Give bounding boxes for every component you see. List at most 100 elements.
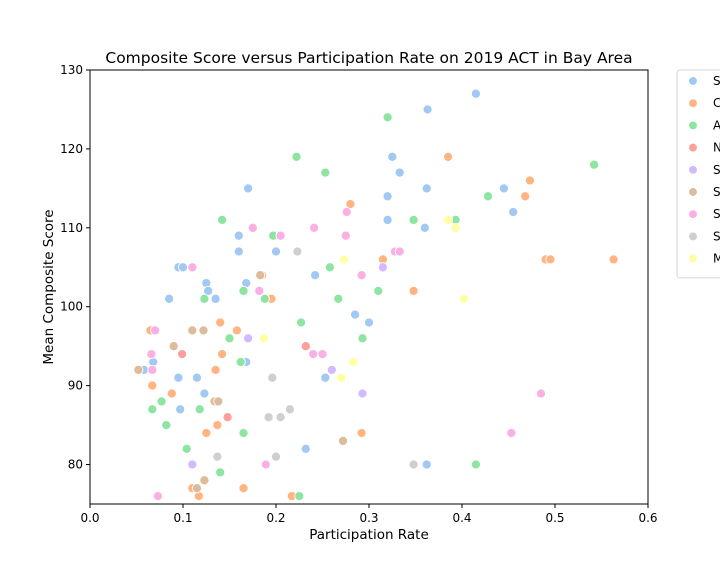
y-tick-label: 80 bbox=[68, 458, 83, 472]
legend-marker bbox=[688, 209, 698, 220]
data-point bbox=[294, 491, 305, 502]
legend-marker bbox=[688, 231, 698, 242]
data-point bbox=[181, 443, 192, 454]
data-point bbox=[338, 254, 349, 265]
legend-marker bbox=[688, 142, 698, 153]
data-point bbox=[217, 349, 228, 360]
legend-marker bbox=[688, 120, 698, 131]
data-point bbox=[175, 404, 186, 415]
legend-label: S bbox=[713, 163, 720, 177]
data-point bbox=[357, 388, 368, 399]
data-point bbox=[191, 372, 202, 383]
data-point bbox=[394, 246, 405, 257]
data-point bbox=[545, 254, 556, 265]
data-point bbox=[247, 222, 258, 233]
y-tick-label: 130 bbox=[60, 63, 83, 77]
legend-label: C bbox=[713, 96, 720, 110]
data-point bbox=[382, 214, 393, 225]
data-point bbox=[482, 191, 494, 202]
data-point bbox=[270, 246, 282, 257]
x-tick-label: 0.3 bbox=[359, 511, 378, 525]
data-point bbox=[243, 183, 254, 194]
x-tick-label: 0.6 bbox=[638, 511, 657, 525]
data-point bbox=[320, 372, 331, 383]
data-point bbox=[168, 341, 179, 352]
data-point bbox=[133, 364, 144, 375]
plot-area: 0.0 0.1 0.2 0.3 0.4 0.5 0.6 80 90 100 110 120 130 bbox=[60, 63, 657, 525]
data-point bbox=[308, 349, 319, 360]
data-point bbox=[320, 167, 331, 178]
data-point bbox=[333, 293, 344, 304]
data-point bbox=[215, 467, 226, 478]
data-point bbox=[589, 159, 600, 170]
y-tick-label: 90 bbox=[68, 379, 83, 393]
data-point bbox=[259, 293, 270, 304]
data-point bbox=[187, 459, 198, 470]
legend-marker bbox=[688, 187, 698, 197]
data-point bbox=[275, 412, 286, 423]
data-point bbox=[419, 222, 430, 233]
data-point bbox=[270, 451, 282, 462]
data-point bbox=[421, 183, 432, 194]
data-point bbox=[231, 325, 242, 336]
data-point bbox=[212, 420, 223, 431]
data-point bbox=[498, 183, 509, 194]
data-point bbox=[356, 270, 367, 281]
data-point bbox=[296, 317, 307, 328]
data-point bbox=[187, 325, 198, 336]
data-point bbox=[191, 483, 202, 494]
data-point bbox=[408, 459, 419, 470]
x-tick-label: 0.1 bbox=[173, 511, 192, 525]
data-point bbox=[443, 151, 454, 162]
legend-label: M bbox=[713, 252, 720, 266]
data-point bbox=[161, 420, 172, 431]
data-point bbox=[210, 293, 221, 304]
data-point bbox=[198, 325, 209, 336]
data-point bbox=[201, 427, 212, 439]
y-tick-label: 110 bbox=[60, 221, 83, 235]
x-tick-label: 0.2 bbox=[266, 511, 285, 525]
data-point bbox=[156, 396, 167, 407]
legend-label: S bbox=[713, 185, 720, 199]
data-point bbox=[146, 349, 157, 360]
data-point bbox=[520, 191, 531, 202]
data-point bbox=[173, 372, 184, 383]
data-point bbox=[199, 293, 210, 304]
data-point bbox=[458, 293, 469, 304]
data-point bbox=[506, 427, 517, 439]
y-axis-label: Mean Composite Score bbox=[41, 209, 57, 364]
data-point bbox=[309, 222, 320, 233]
data-point bbox=[263, 412, 274, 423]
x-tick-label: 0.4 bbox=[452, 511, 471, 525]
data-point bbox=[254, 285, 265, 296]
data-point bbox=[199, 388, 210, 399]
data-point bbox=[363, 317, 375, 328]
legend-label: S bbox=[713, 207, 720, 221]
legend-label: S bbox=[713, 229, 720, 243]
data-point bbox=[238, 285, 249, 296]
data-point bbox=[470, 88, 481, 99]
data-point bbox=[450, 222, 461, 233]
data-point bbox=[326, 364, 337, 375]
data-point bbox=[608, 254, 619, 265]
data-point bbox=[535, 388, 547, 399]
data-point bbox=[341, 206, 352, 218]
data-point bbox=[217, 214, 228, 225]
data-point bbox=[267, 372, 278, 383]
data-point bbox=[443, 214, 454, 225]
data-point bbox=[324, 262, 335, 273]
data-point bbox=[235, 356, 246, 368]
data-point bbox=[408, 285, 419, 296]
data-point bbox=[150, 325, 161, 336]
data-point bbox=[310, 270, 321, 281]
data-point bbox=[348, 356, 359, 368]
data-point bbox=[224, 333, 235, 344]
data-point bbox=[215, 317, 226, 328]
data-point bbox=[508, 206, 519, 218]
data-point bbox=[387, 151, 398, 162]
data-point bbox=[194, 404, 205, 415]
data-point bbox=[524, 175, 535, 186]
y-tick-label: 120 bbox=[60, 142, 83, 156]
chart-title: Composite Score versus Participation Rat… bbox=[105, 49, 632, 67]
